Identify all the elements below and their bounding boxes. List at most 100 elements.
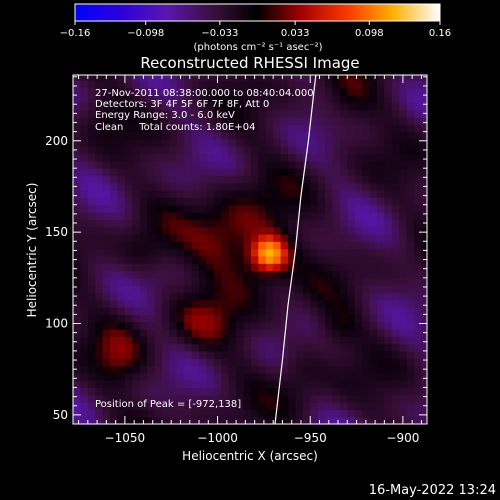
- heatmap-cell: [124, 270, 133, 279]
- heatmap-cell: [302, 394, 311, 403]
- heatmap-cell: [376, 328, 385, 337]
- heatmap-cell: [191, 263, 200, 272]
- heatmap-cell: [302, 117, 311, 125]
- annotation-total-counts: Clean Total counts: 1.80E+04: [95, 122, 255, 133]
- heatmap-cell: [139, 168, 148, 177]
- heatmap-cell: [399, 350, 408, 359]
- heatmap-cell: [161, 146, 170, 155]
- heatmap-cell: [213, 241, 222, 250]
- heatmap-cell: [80, 336, 89, 345]
- heatmap-cell: [191, 402, 200, 410]
- heatmap-cell: [147, 314, 156, 323]
- heatmap-cell: [110, 394, 119, 403]
- heatmap-cell: [80, 343, 89, 352]
- heatmap-cell: [221, 131, 230, 140]
- heatmap-cell: [273, 153, 282, 162]
- heatmap-cell: [310, 117, 319, 125]
- heatmap-cell: [139, 277, 148, 286]
- heatmap-cell: [384, 270, 393, 279]
- heatmap-cell: [161, 197, 170, 206]
- heatmap-cell: [414, 175, 423, 184]
- heatmap-cell: [228, 314, 237, 323]
- heatmap-cell: [347, 365, 356, 374]
- heatmap-cell: [73, 75, 82, 82]
- heatmap-cell: [199, 292, 208, 301]
- heatmap-cell: [399, 387, 408, 396]
- heatmap-cell: [169, 190, 178, 199]
- heatmap-cell: [102, 409, 111, 418]
- heatmap-cell: [221, 416, 230, 424]
- heatmap-cell: [339, 299, 348, 308]
- heatmap-cell: [302, 219, 311, 228]
- heatmap-cell: [258, 109, 267, 118]
- heatmap-cell: [87, 416, 96, 424]
- heatmap-cell: [243, 307, 252, 315]
- heatmap-cell: [421, 190, 427, 199]
- heatmap-cell: [191, 138, 200, 147]
- heatmap-cell: [339, 117, 348, 125]
- heatmap-cell: [347, 358, 356, 367]
- heatmap-cell: [110, 336, 119, 345]
- heatmap-cell: [406, 197, 415, 206]
- heatmap-cell: [317, 402, 326, 410]
- heatmap-cell: [124, 394, 133, 403]
- heatmap-cell: [206, 387, 215, 396]
- heatmap-cell: [191, 131, 200, 140]
- heatmap-cell: [139, 204, 148, 213]
- heatmap-cell: [139, 124, 148, 133]
- heatmap-cell: [391, 146, 400, 155]
- heatmap-cell: [347, 350, 356, 359]
- heatmap-cell: [325, 328, 334, 337]
- heatmap-cell: [236, 190, 245, 199]
- heatmap-cell: [124, 102, 133, 111]
- heatmap-cell: [287, 233, 297, 242]
- heatmap-cell: [102, 168, 111, 177]
- heatmap-cell: [295, 365, 304, 374]
- heatmap-cell: [384, 160, 393, 169]
- heatmap-cell: [132, 307, 141, 315]
- heatmap-cell: [302, 285, 311, 294]
- heatmap-cell: [384, 109, 393, 118]
- heatmap-cell: [117, 285, 126, 294]
- heatmap-cell: [287, 160, 297, 169]
- heatmap-cell: [161, 131, 170, 140]
- heatmap-cell: [102, 285, 111, 294]
- heatmap-cell: [139, 380, 148, 389]
- heatmap-cell: [369, 160, 378, 169]
- heatmap-cell: [169, 175, 178, 184]
- heatmap-cell: [236, 285, 245, 294]
- heatmap-cell: [221, 365, 230, 374]
- heatmap-cell: [273, 372, 282, 381]
- heatmap-cell: [325, 109, 334, 118]
- heatmap-cell: [302, 168, 311, 177]
- heatmap-cell: [80, 204, 89, 213]
- heatmap-cell: [117, 380, 126, 389]
- heatmap-cell: [161, 248, 170, 257]
- heatmap-cell: [384, 248, 393, 257]
- heatmap-cell: [376, 343, 385, 352]
- heatmap-cell: [176, 219, 185, 228]
- heatmap-cell: [295, 117, 304, 125]
- heatmap-cell: [73, 117, 82, 125]
- heatmap-cell: [250, 358, 259, 367]
- heatmap-cell: [369, 372, 378, 381]
- heatmap-cell: [236, 328, 245, 337]
- heatmap-cell: [369, 95, 378, 104]
- heatmap-cell: [199, 285, 208, 294]
- heatmap-cell: [302, 343, 311, 352]
- annotation-energy-range: Energy Range: 3.0 - 6.0 keV: [95, 110, 235, 121]
- heatmap-cell: [347, 190, 356, 199]
- heatmap-cell: [287, 255, 297, 264]
- annotation-detectors: Detectors: 3F 4F 5F 6F 7F 8F, Att 0: [95, 99, 269, 110]
- heatmap-cell: [139, 212, 148, 220]
- heatmap-cell: [132, 138, 141, 147]
- heatmap-cell: [87, 358, 96, 367]
- heatmap-cell: [124, 138, 133, 147]
- heatmap-cell: [295, 80, 304, 89]
- heatmap-cell: [295, 321, 304, 330]
- heatmap-cell: [317, 409, 326, 418]
- heatmap-cell: [295, 160, 304, 169]
- heatmap-cell: [191, 233, 200, 242]
- heatmap-cell: [280, 321, 289, 330]
- heatmap-cell: [421, 138, 427, 147]
